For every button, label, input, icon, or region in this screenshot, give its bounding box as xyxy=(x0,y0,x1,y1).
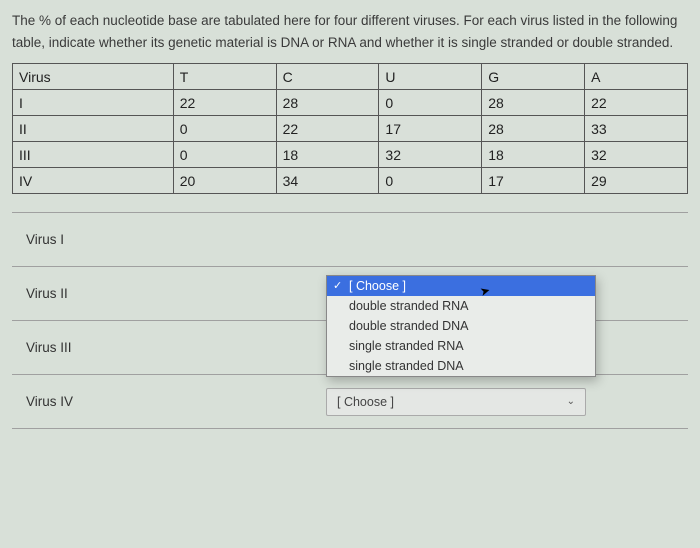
col-virus: Virus xyxy=(13,64,174,90)
table-header-row: Virus T C U G A xyxy=(13,64,688,90)
table-cell: 28 xyxy=(482,90,585,116)
table-row: II022172833 xyxy=(13,116,688,142)
answer-label: Virus III xyxy=(26,340,326,355)
table-cell: I xyxy=(13,90,174,116)
table-cell: 22 xyxy=(585,90,688,116)
table-cell: 22 xyxy=(276,116,379,142)
col-u: U xyxy=(379,64,482,90)
dropdown-option[interactable]: double stranded RNA xyxy=(327,296,595,316)
table-cell: 17 xyxy=(379,116,482,142)
dropdown-option[interactable]: single stranded DNA xyxy=(327,356,595,376)
dropdown-option[interactable]: single stranded RNA xyxy=(327,336,595,356)
choose-placeholder-text: [ Choose ] xyxy=(337,395,394,409)
table-row: III018321832 xyxy=(13,142,688,168)
table-cell: 0 xyxy=(173,142,276,168)
col-a: A xyxy=(585,64,688,90)
nucleotide-table: Virus T C U G A I222802822II022172833III… xyxy=(12,63,688,194)
answer-label: Virus II xyxy=(26,286,326,301)
table-cell: II xyxy=(13,116,174,142)
table-cell: 22 xyxy=(173,90,276,116)
answer-row-virus-i: Virus I xyxy=(12,213,688,267)
table-cell: 28 xyxy=(276,90,379,116)
question-instructions: The % of each nucleotide base are tabula… xyxy=(12,10,688,53)
table-cell: 18 xyxy=(276,142,379,168)
dropdown-option[interactable]: double stranded DNA xyxy=(327,316,595,336)
table-cell: 0 xyxy=(173,116,276,142)
table-cell: 20 xyxy=(173,168,276,194)
answer-row-virus-iv: Virus IV [ Choose ] ⌄ xyxy=(12,375,688,429)
col-c: C xyxy=(276,64,379,90)
dropdown-menu-open[interactable]: [ Choose ]double stranded RNAdouble stra… xyxy=(326,275,596,377)
col-t: T xyxy=(173,64,276,90)
table-cell: 0 xyxy=(379,90,482,116)
table-cell: 18 xyxy=(482,142,585,168)
table-row: IV203401729 xyxy=(13,168,688,194)
answer-label: Virus I xyxy=(26,232,326,247)
answer-label: Virus IV xyxy=(26,394,326,409)
table-cell: 29 xyxy=(585,168,688,194)
dropdown-option[interactable]: [ Choose ] xyxy=(327,276,595,296)
table-cell: IV xyxy=(13,168,174,194)
table-cell: 0 xyxy=(379,168,482,194)
col-g: G xyxy=(482,64,585,90)
table-cell: 32 xyxy=(379,142,482,168)
table-cell: 17 xyxy=(482,168,585,194)
table-cell: 34 xyxy=(276,168,379,194)
chevron-down-icon: ⌄ xyxy=(567,396,575,407)
table-row: I222802822 xyxy=(13,90,688,116)
table-cell: III xyxy=(13,142,174,168)
table-cell: 32 xyxy=(585,142,688,168)
choose-dropdown-virus-iv[interactable]: [ Choose ] ⌄ xyxy=(326,388,586,416)
table-cell: 33 xyxy=(585,116,688,142)
table-body: I222802822II022172833III018321832IV20340… xyxy=(13,90,688,194)
table-cell: 28 xyxy=(482,116,585,142)
